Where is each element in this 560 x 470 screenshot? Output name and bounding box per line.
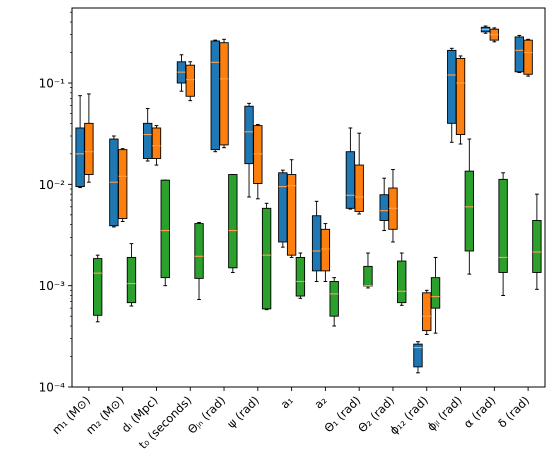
box-body bbox=[160, 179, 170, 279]
box-body bbox=[397, 260, 407, 304]
box-body bbox=[244, 105, 254, 165]
y-tick-label: 10⁻³ bbox=[39, 279, 66, 293]
box-2 bbox=[151, 125, 162, 166]
box-body bbox=[126, 256, 137, 304]
box-body bbox=[498, 178, 508, 273]
box-3 bbox=[295, 252, 306, 299]
box-1 bbox=[480, 25, 491, 34]
box-3 bbox=[464, 138, 474, 275]
box-body bbox=[329, 281, 339, 317]
y-tick-label: 10⁻¹ bbox=[39, 77, 66, 91]
box-body bbox=[219, 42, 229, 146]
box-body bbox=[354, 164, 364, 212]
box-body bbox=[514, 36, 524, 73]
box-3 bbox=[261, 202, 272, 311]
box-3 bbox=[126, 243, 137, 307]
box-body bbox=[523, 39, 533, 75]
box-body bbox=[413, 343, 423, 368]
box-body bbox=[286, 174, 297, 256]
box-2 bbox=[422, 289, 432, 335]
box-body bbox=[75, 127, 85, 188]
box-body bbox=[185, 64, 195, 97]
box-body bbox=[363, 265, 373, 287]
box-2 bbox=[388, 169, 398, 243]
box-body bbox=[455, 57, 466, 136]
plot-frame bbox=[71, 7, 546, 388]
box-body bbox=[430, 277, 441, 309]
box-2 bbox=[489, 27, 499, 43]
box-body bbox=[118, 149, 128, 219]
box-body bbox=[84, 122, 94, 175]
box-3 bbox=[228, 174, 238, 273]
y-tick-label: 10⁻⁴ bbox=[39, 381, 66, 395]
box-3 bbox=[194, 222, 204, 301]
box-1 bbox=[278, 169, 288, 248]
box-body bbox=[320, 228, 331, 272]
box-body bbox=[93, 258, 103, 316]
box-2 bbox=[455, 55, 466, 145]
box-3 bbox=[363, 252, 373, 289]
box-3 bbox=[329, 277, 339, 327]
box-body bbox=[295, 256, 306, 297]
box-body bbox=[422, 292, 432, 332]
box-2 bbox=[354, 132, 364, 215]
box-2 bbox=[118, 148, 128, 222]
box-3 bbox=[498, 172, 508, 296]
box-2 bbox=[286, 159, 297, 258]
box-body bbox=[379, 194, 389, 221]
box-body bbox=[261, 207, 272, 310]
y-axis: 10⁻⁴ 10⁻³ 10⁻² 10⁻¹ bbox=[39, 11, 72, 395]
box-3 bbox=[397, 252, 407, 306]
box-body bbox=[311, 215, 322, 272]
box-body bbox=[253, 125, 263, 184]
box-body bbox=[532, 220, 542, 273]
box-1 bbox=[109, 135, 119, 228]
box-3 bbox=[430, 256, 441, 334]
box-2 bbox=[523, 38, 533, 77]
box-1 bbox=[413, 341, 423, 374]
box-1 bbox=[514, 34, 524, 74]
box-2 bbox=[185, 61, 195, 102]
plot-area bbox=[75, 25, 542, 374]
box-body bbox=[447, 49, 457, 124]
box-body bbox=[228, 174, 238, 269]
box-body bbox=[210, 40, 220, 151]
box-3 bbox=[160, 179, 170, 287]
y-tick-label: 10⁻² bbox=[39, 178, 66, 192]
box-body bbox=[143, 122, 153, 159]
box-2 bbox=[84, 93, 94, 183]
box-body bbox=[278, 172, 288, 243]
box-body bbox=[194, 223, 204, 279]
box-body bbox=[464, 170, 474, 252]
box-2 bbox=[253, 123, 263, 200]
box-2 bbox=[320, 223, 331, 282]
box-body bbox=[151, 127, 162, 159]
box-2 bbox=[219, 38, 229, 149]
box-3 bbox=[93, 254, 103, 323]
box-body bbox=[345, 151, 356, 209]
box-1 bbox=[210, 39, 220, 153]
box-3 bbox=[532, 193, 542, 290]
